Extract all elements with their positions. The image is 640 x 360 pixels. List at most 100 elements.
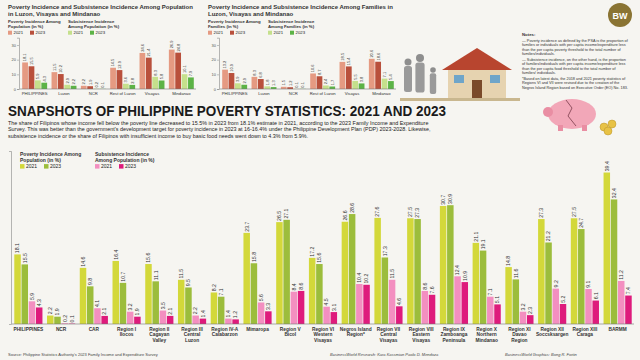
x-axis-labels: PHILIPPINESNCRCARRegion IIlocosRegion II… [13, 327, 626, 343]
data-label: 20.6 [369, 49, 374, 58]
data-label: 2.2 [192, 307, 198, 314]
data-label: 5.9 [35, 73, 40, 79]
bar [309, 258, 315, 324]
baseline [12, 324, 634, 325]
text-line: Region VIII [409, 327, 434, 332]
text-line: Among Families (in %) [268, 24, 315, 29]
text-line: Luzon [58, 91, 70, 96]
data-label: 15.5 [22, 253, 28, 263]
bar [200, 319, 206, 324]
data-label: 7.4 [625, 287, 631, 294]
y-axis-line [217, 38, 220, 89]
data-label: 15.8 [251, 252, 257, 262]
main-title: SNAPSHOTS OF PHILIPPINE POVERTY STATISTI… [8, 102, 446, 119]
infographic: Poverty Incidence and Subsistence Incide… [0, 0, 640, 360]
y-tick-mark [17, 89, 19, 90]
bar [340, 62, 346, 89]
category-label: Visayas [145, 91, 160, 96]
bar [41, 83, 47, 89]
data-label: 2.4 [323, 78, 328, 84]
text-line: Region II [149, 327, 170, 332]
person-body [415, 63, 424, 93]
legend: Poverty Incidence AmongPopulation (in %)… [8, 19, 120, 35]
bar [553, 289, 559, 324]
legend-swatch [44, 164, 49, 169]
bar [185, 287, 191, 324]
y-tick-label: 20 [12, 57, 17, 62]
data-label: 9.8 [87, 278, 93, 285]
data-label: 14.6 [80, 256, 86, 266]
data-label: 24.8 [176, 43, 181, 52]
data-label: 18.1 [22, 53, 27, 62]
data-label: 1.2 [288, 80, 293, 86]
text-line: Among Population (in %) [95, 157, 155, 163]
y-tick-label: 10 [12, 72, 17, 77]
house-roof [442, 48, 512, 70]
chart: Poverty Incidence AmongPopulation (in %)… [9, 151, 634, 343]
data-label: 18.6 [376, 52, 381, 61]
text-line: NCR [56, 327, 67, 332]
bar [14, 254, 20, 324]
y-tick: 0 [214, 87, 219, 92]
house-door [472, 80, 482, 98]
data-label: 24.7 [578, 218, 584, 228]
bar [382, 257, 388, 324]
y-tick-mark [17, 60, 19, 61]
y-tick-mark [217, 45, 219, 46]
bar [211, 292, 217, 324]
category-label: Rest of Luzon [110, 91, 137, 96]
data-label: 9.1 [585, 280, 591, 287]
text-line: Visayas [345, 91, 360, 96]
text-line: Mindanao [172, 91, 191, 96]
bar [94, 308, 100, 324]
house-window [490, 75, 500, 83]
data-label: 10.2 [58, 64, 63, 73]
x-axis-labels: PHILIPPINESLuzonNCRRest of LuzonVisayasM… [222, 91, 391, 96]
credit-source: Source: Philippine Statistics Authority'… [8, 352, 158, 357]
text-line: Survey. This was better than the governm… [8, 126, 431, 132]
data-label: 0.1 [294, 81, 299, 87]
bar [258, 79, 264, 89]
data-label: 1.2 [232, 311, 238, 318]
bar [317, 76, 323, 89]
data-label: 15.5 [29, 57, 34, 66]
legend-swatch [208, 31, 212, 35]
legend-label: 2021 [26, 163, 37, 169]
y-axis-line [17, 38, 20, 89]
data-label: 2.2 [47, 307, 53, 314]
text-line: Population (in %) [20, 157, 61, 163]
data-label: 3.9 [235, 76, 240, 82]
text-line: Mindanao [475, 338, 497, 343]
notes: Notes:— Poverty incidence as defined by … [522, 32, 629, 90]
bar [422, 291, 428, 324]
legend-label: 2021 [74, 30, 84, 35]
bar [276, 222, 282, 324]
category-label: Region IIICentralLuzon [181, 327, 203, 343]
data-label: 1.4 [200, 310, 206, 317]
data-label: 10.4 [356, 273, 362, 283]
category-label: BARMM [608, 327, 626, 332]
data-label: 1.9 [134, 308, 140, 315]
text-line: Central [380, 332, 397, 337]
data-label: 2.1 [101, 307, 107, 314]
text-line: Mimaropa [246, 327, 269, 332]
data-label: 3.1 [331, 304, 337, 311]
data-label: 0.1 [100, 81, 105, 87]
category-label: Mindanao [172, 91, 191, 96]
bar [225, 319, 231, 324]
data-label: 23.7 [244, 221, 250, 231]
coin [608, 120, 616, 128]
text-line: Calabarzon [212, 332, 238, 337]
bar [134, 317, 140, 324]
intro-text: The share of Filipinos whose income fell… [8, 120, 431, 139]
bar [110, 68, 116, 89]
legend-swatch [268, 31, 272, 35]
data-label: 9.2 [553, 280, 559, 287]
legend-label: 2023 [236, 30, 246, 35]
bar [36, 307, 42, 324]
bar [611, 199, 617, 324]
data-label: 17.3 [382, 246, 388, 256]
bar [229, 73, 235, 89]
legend-label: 2021 [214, 30, 224, 35]
text-line: Visayas [380, 338, 398, 343]
